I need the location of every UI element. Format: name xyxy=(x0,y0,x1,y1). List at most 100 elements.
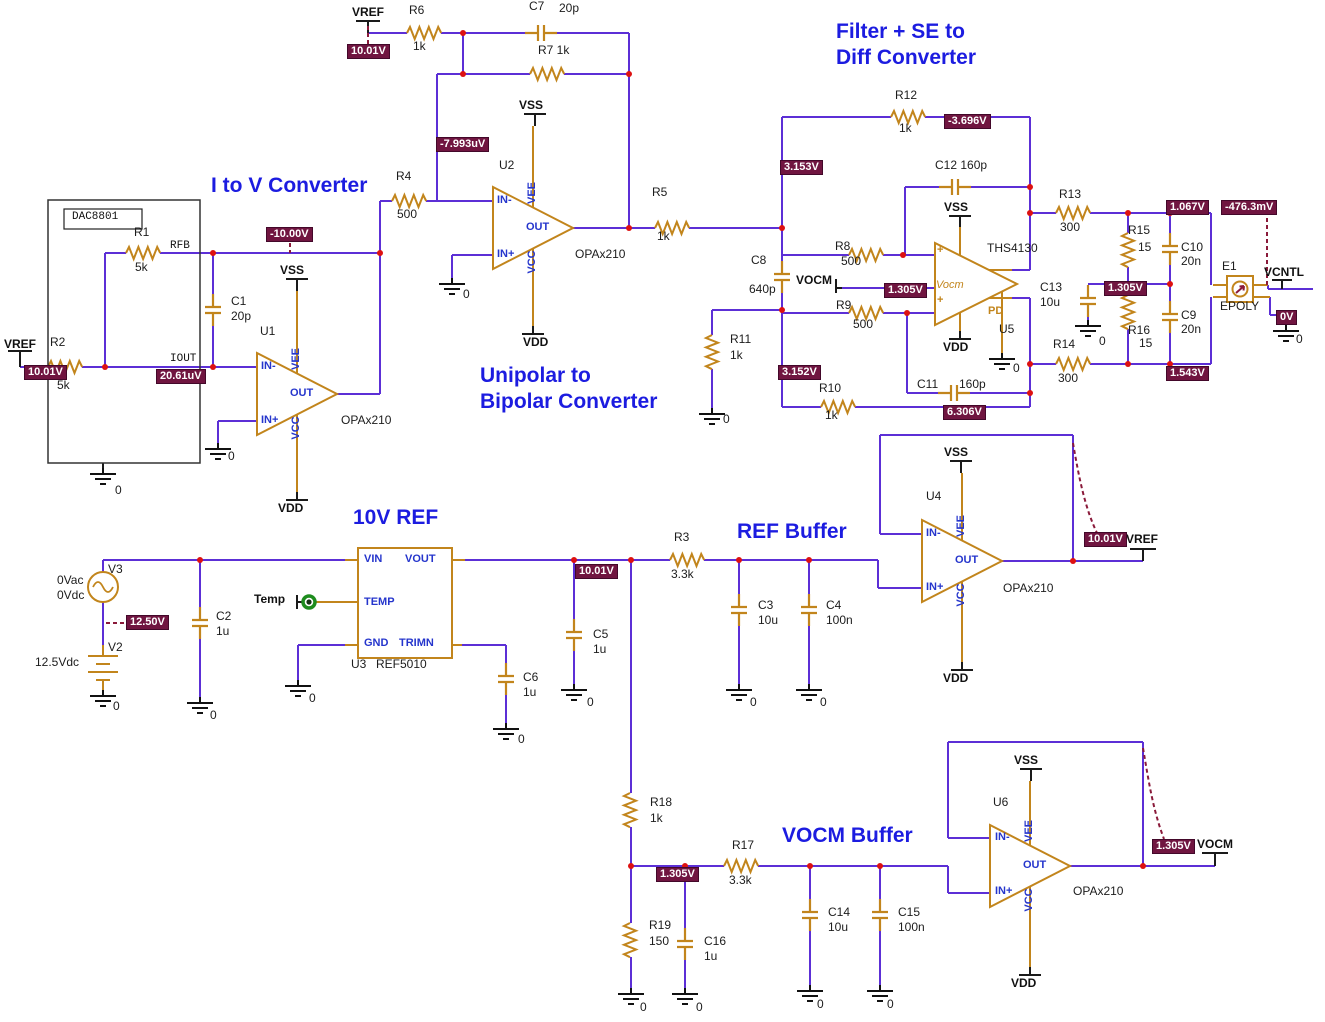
resistor-R1[interactable] xyxy=(125,244,162,262)
voltage-badge-10.01v[interactable]: 10.01V xyxy=(347,44,390,59)
label-500: 500 xyxy=(397,207,418,221)
ground-symbol[interactable] xyxy=(1273,325,1299,342)
capacitor-C13[interactable] xyxy=(1080,285,1096,317)
voltage-badge--476.3mv[interactable]: -476.3mV xyxy=(1221,200,1278,215)
sine-icon xyxy=(92,581,114,593)
junction-dot xyxy=(626,71,632,77)
label-+: + xyxy=(937,294,944,306)
ground-symbol[interactable] xyxy=(867,985,893,1002)
e1-epoly-body[interactable] xyxy=(1226,275,1254,303)
resistor-R14[interactable] xyxy=(1055,355,1092,373)
fda-U5[interactable] xyxy=(934,241,1020,327)
resistor-R8[interactable] xyxy=(848,246,885,264)
capacitor-C1[interactable] xyxy=(205,294,221,326)
opamp-U2[interactable] xyxy=(492,185,576,271)
voltage-badge-10.01v[interactable]: 10.01V xyxy=(575,564,618,579)
capacitor-C2[interactable] xyxy=(192,607,208,639)
ground-symbol[interactable] xyxy=(439,278,465,295)
voltage-badge-10.01v[interactable]: 10.01V xyxy=(24,365,67,380)
capacitor-C15[interactable] xyxy=(872,899,888,931)
resistor-R16[interactable] xyxy=(1119,294,1137,331)
voltage-badge-12.50v[interactable]: 12.50V xyxy=(126,615,169,630)
dac8801-body[interactable] xyxy=(47,199,201,464)
resistor-R6[interactable] xyxy=(406,24,443,42)
junction-dot xyxy=(736,557,742,563)
resistor-R4[interactable] xyxy=(391,192,428,210)
capacitor-C9[interactable] xyxy=(1162,301,1178,333)
ground-symbol[interactable] xyxy=(1075,320,1101,337)
voltage-badge-1.305v[interactable]: 1.305V xyxy=(656,867,699,882)
voltage-badge--10.00v[interactable]: -10.00V xyxy=(266,227,313,242)
voltage-badge-1.305v[interactable]: 1.305V xyxy=(1104,281,1147,296)
voltage-badge-6.306v[interactable]: 6.306V xyxy=(943,405,986,420)
capacitor-C12[interactable] xyxy=(939,179,971,195)
voltage-badge-1.305v[interactable]: 1.305V xyxy=(884,283,927,298)
resistor-R7[interactable] xyxy=(529,65,566,83)
resistor-R17[interactable] xyxy=(723,857,760,875)
ground-symbol[interactable] xyxy=(699,408,725,425)
ground-symbol[interactable] xyxy=(672,988,698,1005)
label-r11: R11 xyxy=(730,332,752,346)
capacitor-C8[interactable] xyxy=(774,261,790,293)
ground-symbol[interactable] xyxy=(90,690,116,707)
capacitor-C14[interactable] xyxy=(802,899,818,931)
resistor-R5[interactable] xyxy=(654,219,691,237)
ground-symbol[interactable] xyxy=(285,680,311,697)
ground-symbol[interactable] xyxy=(618,988,644,1005)
capacitor-C3[interactable] xyxy=(731,594,747,626)
opamp-U4[interactable] xyxy=(921,518,1005,604)
voltage-badge-1.543v[interactable]: 1.543V xyxy=(1166,366,1209,381)
resistor-R13[interactable] xyxy=(1055,204,1092,222)
opamp-U1[interactable] xyxy=(256,351,340,437)
voltage-badge-3.153v[interactable]: 3.153V xyxy=(780,160,823,175)
voltage-badge-1.067v[interactable]: 1.067V xyxy=(1166,200,1209,215)
ground-symbol[interactable] xyxy=(187,697,213,714)
ground-symbol[interactable] xyxy=(90,468,116,485)
label-0: 0 xyxy=(1013,361,1020,375)
resistor-R18[interactable] xyxy=(621,792,639,829)
probe-dashed-curve xyxy=(1142,747,1165,840)
resistor-R15[interactable] xyxy=(1119,232,1137,269)
ground-symbol[interactable] xyxy=(726,684,752,701)
junction-dot xyxy=(779,307,785,313)
capacitor-C10[interactable] xyxy=(1162,233,1178,265)
opamp-U6[interactable] xyxy=(989,823,1073,909)
voltage-badge-1.305v[interactable]: 1.305V xyxy=(1152,839,1195,854)
junction-dot xyxy=(628,863,634,869)
capacitor-C4[interactable] xyxy=(801,594,817,626)
voltage-badge--3.696v[interactable]: -3.696V xyxy=(944,114,991,129)
epoly-circle-icon xyxy=(1231,280,1249,298)
resistor-R19[interactable] xyxy=(621,922,639,959)
heading-bipolar-converter: Bipolar Converter xyxy=(480,390,658,413)
dac8801-label-box[interactable] xyxy=(63,208,143,230)
voltage-badge-3.152v[interactable]: 3.152V xyxy=(778,365,821,380)
capacitor-C16[interactable] xyxy=(677,928,693,960)
label-r4: R4 xyxy=(396,169,412,183)
voltage-badge--7.993uv[interactable]: -7.993uV xyxy=(436,137,490,152)
resistor-R11[interactable] xyxy=(703,334,721,371)
ground-symbol[interactable] xyxy=(561,684,587,701)
capacitor-C6[interactable] xyxy=(498,663,514,695)
label-c10: C10 xyxy=(1181,240,1204,254)
ref5010-body[interactable] xyxy=(357,547,453,659)
label-opax210: OPAx210 xyxy=(575,247,626,261)
voltage-badge-0v[interactable]: 0V xyxy=(1276,310,1298,325)
resistor-R10[interactable] xyxy=(820,398,857,416)
ground-symbol[interactable] xyxy=(205,443,231,460)
label-vss: VSS xyxy=(944,200,969,214)
resistor-R9[interactable] xyxy=(848,304,885,322)
ac-source-V3[interactable] xyxy=(87,571,119,603)
ground-symbol[interactable] xyxy=(493,723,519,740)
capacitor-C5[interactable] xyxy=(566,619,582,651)
capacitor-C7[interactable] xyxy=(525,25,557,41)
capacitor-C11[interactable] xyxy=(938,385,970,401)
resistor-R3[interactable] xyxy=(669,551,706,569)
label-15: 15 xyxy=(1138,240,1152,254)
resistor-R12[interactable] xyxy=(890,108,927,126)
voltage-badge-10.01v[interactable]: 10.01V xyxy=(1084,532,1127,547)
ground-symbol[interactable] xyxy=(797,985,823,1002)
ground-symbol[interactable] xyxy=(796,684,822,701)
ground-symbol[interactable] xyxy=(989,353,1015,370)
voltage-badge-20.61uv[interactable]: 20.61uV xyxy=(156,369,206,384)
junction-dot xyxy=(571,557,577,563)
